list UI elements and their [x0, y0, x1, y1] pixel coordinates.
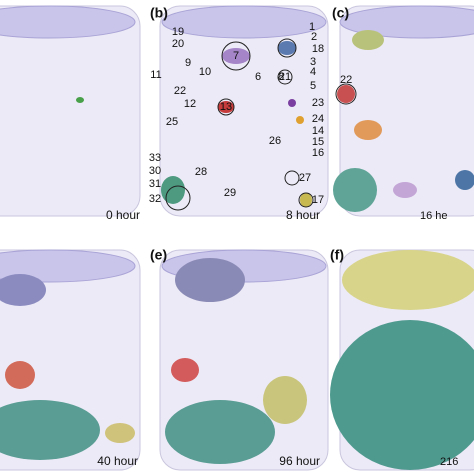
rings [165, 38, 357, 211]
annotation: 1 [309, 21, 315, 33]
annotation: 8 [278, 71, 284, 83]
annotation: 23 [312, 97, 324, 109]
annotation: 29 [224, 187, 236, 199]
annotation: 32 [149, 193, 161, 205]
annotation: 33 [149, 152, 161, 164]
annotation: 2 [311, 31, 317, 43]
annotation: 18 [312, 43, 324, 55]
time-label: 96 hour [279, 454, 320, 468]
annotation: 21 [279, 71, 291, 83]
annotation: 17 [312, 194, 324, 206]
annotation: 20 [172, 38, 184, 50]
annotation: 7 [233, 50, 239, 62]
annotation: 4 [310, 66, 316, 78]
panel-label: (e) [150, 247, 167, 263]
time-label: 0 hour [106, 208, 140, 222]
annotation: 3 [310, 56, 316, 68]
annotation: 10 [199, 66, 211, 78]
annotation: 11 [150, 69, 161, 81]
annotation: 26 [269, 135, 281, 147]
annotation: 13 [220, 101, 232, 113]
annotation: 5 [310, 80, 316, 92]
annotation: 15 [312, 136, 324, 148]
panel-label: (c) [332, 5, 349, 21]
annotation: 9 [185, 57, 191, 69]
annotation: 22 [174, 85, 186, 97]
annotation: 19 [172, 26, 184, 38]
time-label: 216 [440, 456, 458, 468]
annotation: 27 [299, 172, 311, 184]
annotation: 31 [149, 178, 161, 190]
panel-label: (f) [330, 247, 344, 263]
annotation: 6 [255, 71, 261, 83]
time-label: 40 hour [97, 454, 138, 468]
panel-label: (b) [150, 5, 168, 21]
pores [0, 30, 474, 470]
annotation: 16 [312, 147, 324, 159]
annotation: 12 [184, 98, 196, 110]
annotation: 22 [340, 74, 352, 86]
annotation: 14 [312, 125, 324, 137]
annotation: 30 [149, 165, 161, 177]
annotation: 25 [166, 116, 178, 128]
annotation: 24 [312, 113, 324, 125]
time-label: 16 he [420, 210, 448, 222]
time-label: 8 hour [286, 208, 320, 222]
annotation: 28 [195, 166, 207, 178]
